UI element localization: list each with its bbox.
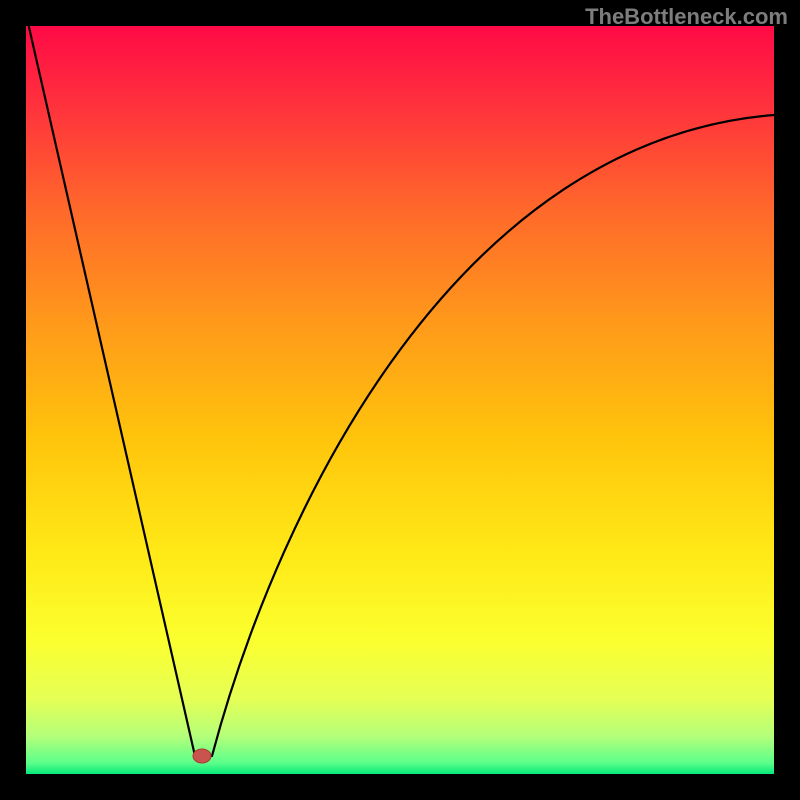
watermark-text: TheBottleneck.com	[585, 4, 788, 30]
optimal-point-marker	[193, 749, 211, 763]
chart-frame: TheBottleneck.com	[0, 0, 800, 800]
bottleneck-chart	[0, 0, 800, 800]
plot-area	[26, 26, 774, 774]
